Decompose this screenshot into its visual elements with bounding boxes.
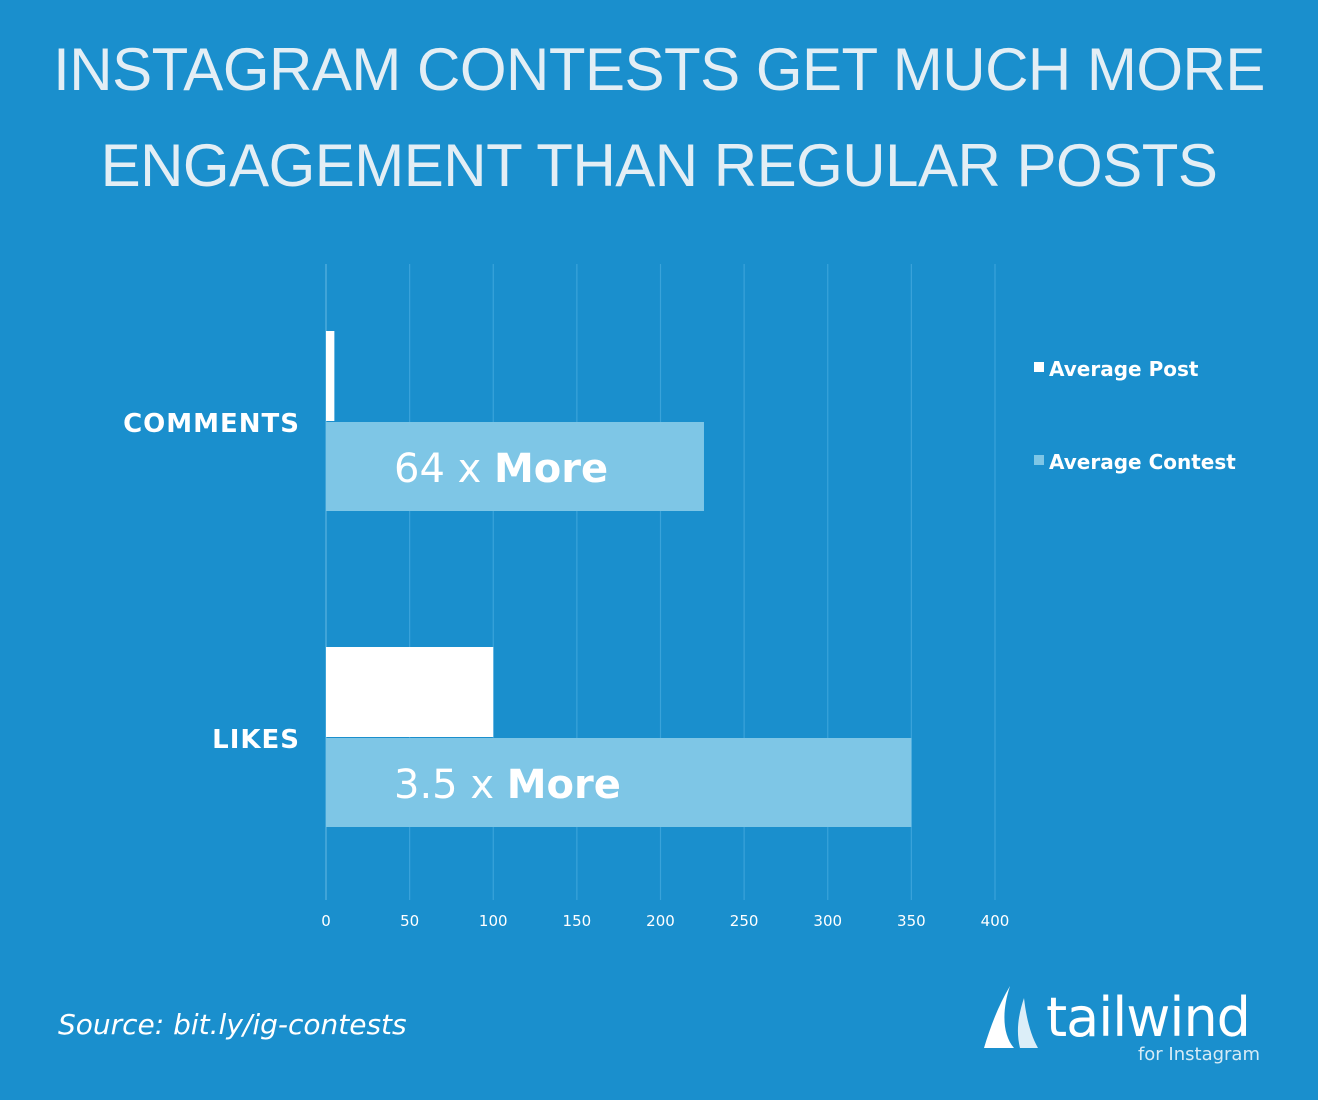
bar-average-contest	[326, 738, 912, 827]
x-tick-label: 250	[730, 912, 759, 930]
source-note: Source: bit.ly/ig-contests	[58, 1008, 407, 1041]
brand-logo: tailwind for Instagram	[980, 982, 1270, 1074]
annotation-multiplier: 64 x	[394, 446, 494, 492]
category-label: COMMENTS	[123, 409, 300, 439]
brand-subtitle: for Instagram	[1137, 1044, 1260, 1065]
x-tick-label: 200	[646, 912, 675, 930]
legend: Average Post Average Contest	[1034, 357, 1236, 474]
bar-average-post	[326, 331, 335, 421]
x-tick-label: 350	[897, 912, 926, 930]
x-axis-tick-labels: 0 50 100 150 200 250 300 350 400	[321, 912, 1009, 930]
annotation-emphasis: More	[494, 446, 608, 492]
bars	[326, 331, 912, 827]
x-tick-label: 150	[563, 912, 592, 930]
x-tick-label: 400	[981, 912, 1010, 930]
x-tick-label: 50	[400, 912, 419, 930]
bar-average-contest	[326, 422, 704, 511]
legend-label: Average Post	[1049, 357, 1199, 381]
brand-name: tailwind	[1046, 986, 1251, 1049]
bar-annotation: 64 x More	[394, 446, 608, 492]
chart-title-line-2: ENGAGEMENT THAN REGULAR POSTS	[100, 132, 1218, 199]
legend-swatch	[1034, 362, 1044, 372]
x-tick-label: 100	[479, 912, 508, 930]
x-tick-label: 0	[321, 912, 331, 930]
category-label: LIKES	[212, 725, 300, 755]
bar-annotation: 3.5 x More	[394, 762, 621, 808]
chart-title-line-1: INSTAGRAM CONTESTS GET MUCH MORE	[53, 36, 1265, 103]
sail-icon	[984, 986, 1038, 1048]
category-labels: COMMENTS LIKES	[123, 409, 300, 755]
annotation-emphasis: More	[507, 762, 621, 808]
x-tick-label: 300	[813, 912, 842, 930]
chart-title: INSTAGRAM CONTESTS GET MUCH MORE ENGAGEM…	[0, 22, 1318, 214]
bar-average-post	[326, 647, 494, 737]
legend-label: Average Contest	[1049, 450, 1236, 474]
annotation-multiplier: 3.5 x	[394, 762, 507, 808]
legend-swatch	[1034, 455, 1044, 465]
